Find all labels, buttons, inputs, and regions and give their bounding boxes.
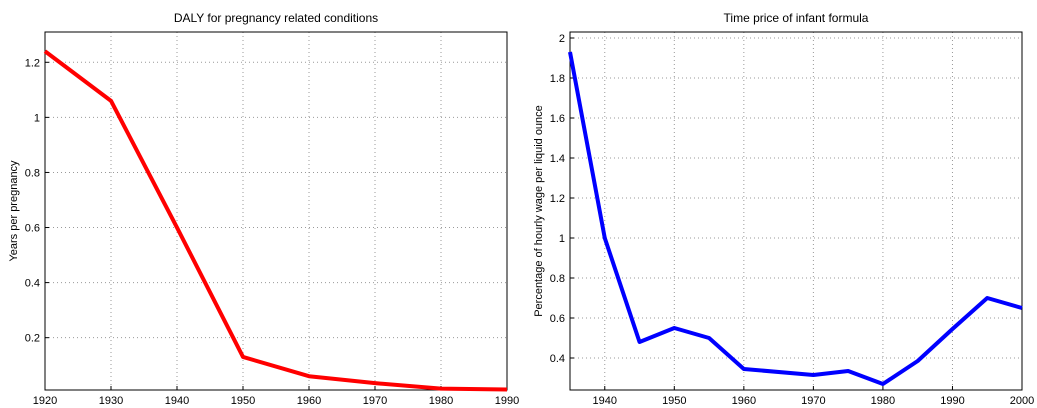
y-tick-label: 1.2 bbox=[25, 57, 40, 69]
x-tick-label: 1950 bbox=[231, 395, 255, 407]
x-tick-label: 1960 bbox=[297, 395, 321, 407]
x-tick-label: 1920 bbox=[33, 395, 57, 407]
y-tick-label: 1 bbox=[559, 233, 565, 245]
y-tick-label: 0.4 bbox=[550, 353, 565, 365]
y-axis-label: Percentage of hourly wage per liquid oun… bbox=[533, 105, 545, 317]
x-tick-label: 1980 bbox=[429, 395, 453, 407]
plot-frame bbox=[44, 31, 508, 391]
x-tick-label: 1960 bbox=[732, 395, 756, 407]
y-tick-label: 0.8 bbox=[550, 273, 565, 285]
x-tick-label: 1970 bbox=[363, 395, 387, 407]
x-tick-label: 1980 bbox=[871, 395, 895, 407]
y-tick-label: 0.6 bbox=[550, 313, 565, 325]
x-tick-label: 1990 bbox=[495, 395, 519, 407]
y-tick-label: 1 bbox=[34, 112, 40, 124]
x-tick-label: 1990 bbox=[940, 395, 964, 407]
data-line bbox=[568, 51, 1023, 386]
plot-frame bbox=[569, 31, 1023, 391]
y-tick-label: 0.4 bbox=[25, 278, 40, 290]
y-axis-label: Years per pregnancy bbox=[8, 160, 20, 262]
data-line bbox=[43, 49, 508, 392]
chart-title: DALY for pregnancy related conditions bbox=[174, 11, 378, 25]
y-tick-label: 1.4 bbox=[550, 153, 565, 165]
x-tick-label: 2000 bbox=[1010, 395, 1034, 407]
y-tick-label: 1.2 bbox=[550, 193, 565, 205]
x-tick-label: 1950 bbox=[662, 395, 686, 407]
y-tick-label: 0.6 bbox=[25, 223, 40, 235]
y-tick-label: 1.8 bbox=[550, 73, 565, 85]
x-tick-label: 1940 bbox=[593, 395, 617, 407]
y-tick-label: 0.2 bbox=[25, 333, 40, 345]
x-tick-label: 1930 bbox=[99, 395, 123, 407]
y-tick-label: 2 bbox=[559, 33, 565, 45]
x-tick-label: 1970 bbox=[801, 395, 825, 407]
chart-title: Time price of infant formula bbox=[724, 11, 869, 25]
y-tick-label: 0.8 bbox=[25, 167, 40, 179]
x-tick-label: 1940 bbox=[165, 395, 189, 407]
y-tick-label: 1.6 bbox=[550, 113, 565, 125]
